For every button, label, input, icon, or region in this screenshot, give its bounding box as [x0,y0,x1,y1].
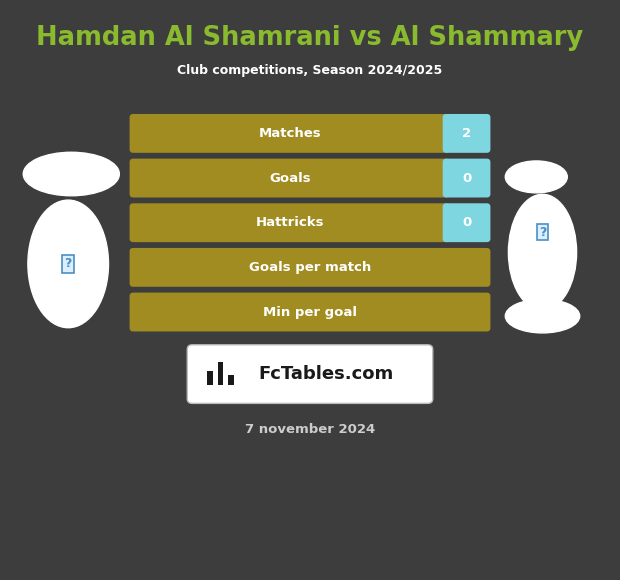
FancyBboxPatch shape [130,248,490,287]
Text: Goals: Goals [269,172,311,184]
Text: Club competitions, Season 2024/2025: Club competitions, Season 2024/2025 [177,64,443,77]
FancyBboxPatch shape [130,114,450,153]
Ellipse shape [508,194,577,310]
FancyBboxPatch shape [443,204,490,242]
Text: ?: ? [539,226,546,238]
Ellipse shape [28,200,108,328]
Text: 2: 2 [462,127,471,140]
FancyBboxPatch shape [130,204,450,242]
Text: FcTables.com: FcTables.com [258,365,393,383]
Text: Goals per match: Goals per match [249,261,371,274]
FancyBboxPatch shape [443,114,490,153]
Text: 0: 0 [462,216,471,229]
Text: 7 november 2024: 7 november 2024 [245,423,375,436]
FancyBboxPatch shape [130,292,490,332]
FancyBboxPatch shape [218,362,223,385]
FancyBboxPatch shape [228,375,234,385]
Ellipse shape [24,152,120,196]
FancyBboxPatch shape [187,345,433,404]
Ellipse shape [505,299,580,333]
Text: Matches: Matches [259,127,321,140]
Ellipse shape [505,161,567,193]
Text: ?: ? [64,258,72,270]
FancyBboxPatch shape [130,158,450,197]
Text: Min per goal: Min per goal [263,306,357,318]
Text: Hattricks: Hattricks [255,216,324,229]
FancyBboxPatch shape [207,371,213,385]
Text: Hamdan Al Shamrani vs Al Shammary: Hamdan Al Shamrani vs Al Shammary [37,25,583,50]
FancyBboxPatch shape [443,158,490,197]
Text: 0: 0 [462,172,471,184]
